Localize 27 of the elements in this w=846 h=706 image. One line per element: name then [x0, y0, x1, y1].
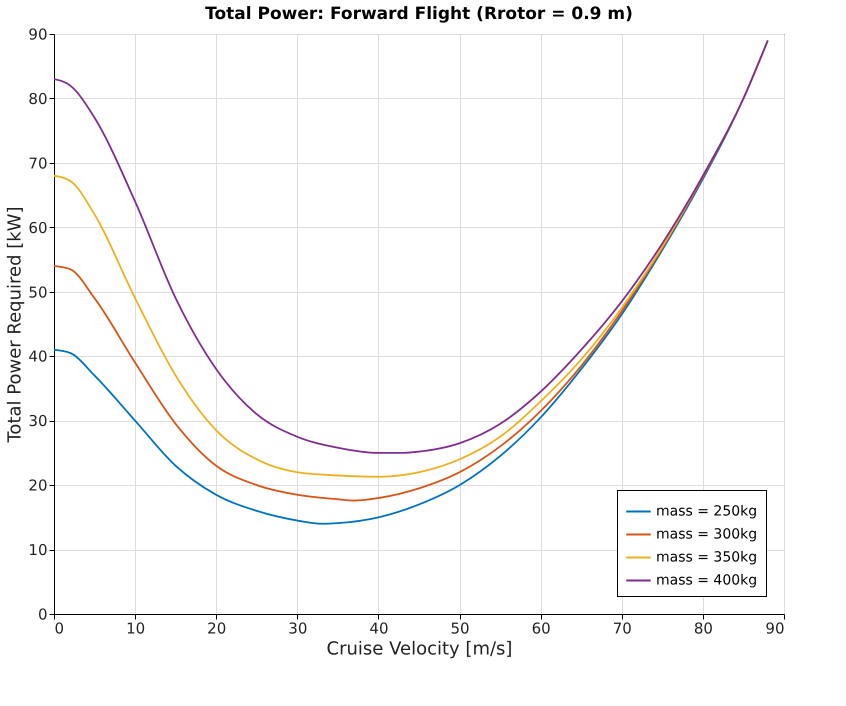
y-tick-label: 10 [28, 541, 48, 560]
legend-label: mass = 350kg [656, 550, 758, 566]
y-tick-label: 40 [28, 348, 48, 366]
x-tick-label: 20 [207, 620, 226, 638]
x-tick-label: 90 [765, 620, 784, 638]
y-tick-label: 30 [28, 412, 48, 430]
x-tick-label: 10 [126, 620, 146, 638]
y-tick-label: 70 [28, 154, 48, 172]
legend-label: mass = 400kg [656, 572, 758, 588]
legend-label: mass = 250kg [656, 504, 758, 520]
x-tick-label: 80 [694, 620, 713, 638]
x-tick-label: 0 [54, 620, 64, 638]
x-tick-label: 40 [369, 620, 388, 638]
y-tick-label: 80 [28, 90, 48, 108]
y-tick-label: 90 [28, 26, 48, 44]
y-tick-label: 60 [28, 218, 48, 237]
x-tick-label: 70 [612, 620, 632, 638]
y-tick-label: 20 [28, 476, 48, 495]
x-tick-label: 60 [532, 620, 551, 638]
chart-title: Total Power: Forward Flight (Rrotor = 0.9 m) [205, 4, 633, 24]
y-tick-label: 0 [38, 606, 48, 624]
x-tick-label: 50 [450, 620, 470, 638]
x-axis-title: Cruise Velocity [m/s] [326, 638, 512, 660]
y-axis-title: Total Power Required [kW] [4, 206, 26, 444]
x-tick-label: 30 [288, 620, 308, 638]
legend-label: mass = 300kg [656, 526, 758, 542]
y-tick-label: 50 [28, 283, 48, 302]
